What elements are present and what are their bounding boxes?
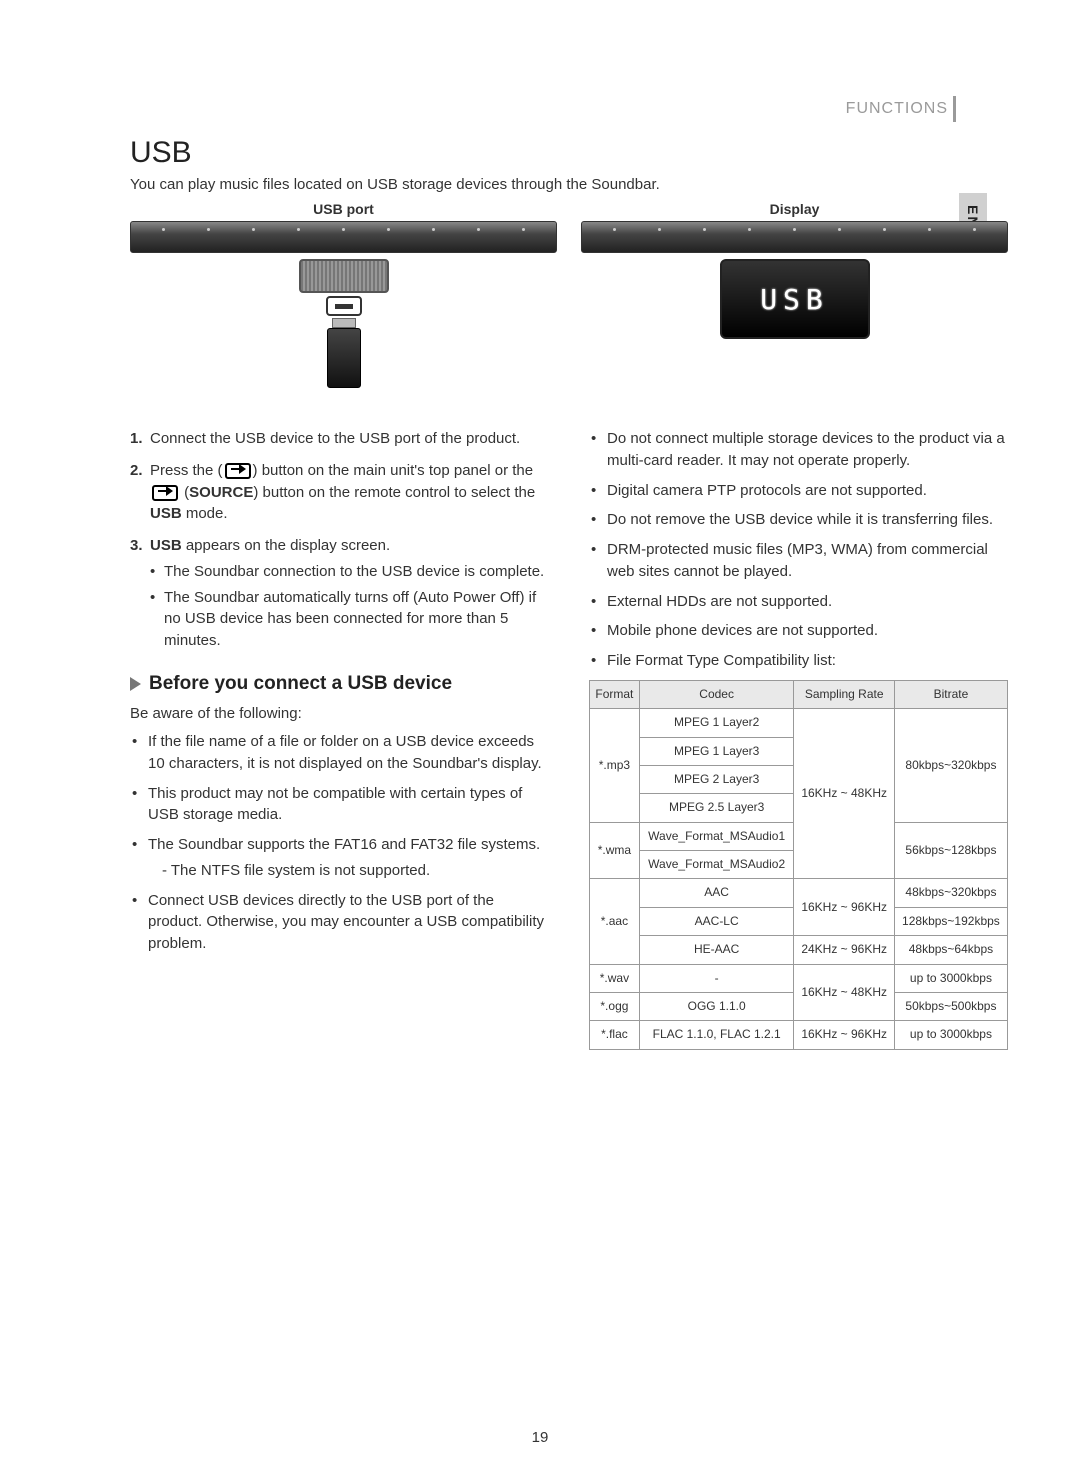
left-bullet-4: Connect USB devices directly to the USB … [130, 890, 549, 955]
table-cell-codec: - [639, 964, 794, 992]
table-cell-bitrate: 128kbps~192kbps [894, 907, 1007, 935]
step-3-text: appears on the display screen. [182, 537, 390, 554]
table-cell-format: *.wav [590, 964, 640, 992]
step-2-post: mode. [182, 505, 228, 522]
step-2: 2. Press the ( ) button on the main unit'… [130, 460, 549, 525]
table-cell-bitrate: 80kbps~320kbps [894, 709, 1007, 823]
header-divider [953, 96, 956, 122]
th-rate: Sampling Rate [794, 680, 894, 708]
table-cell-bitrate: 56kbps~128kbps [894, 822, 1007, 879]
subsection-heading-text: Before you connect a USB device [149, 670, 452, 698]
compatibility-table: Format Codec Sampling Rate Bitrate *.mp3… [589, 680, 1008, 1050]
right-bullet-3: Do not remove the USB device while it is… [589, 509, 1008, 531]
step-1-num: 1. [130, 428, 143, 450]
aware-text: Be aware of the following: [130, 703, 549, 725]
right-column: Do not connect multiple storage devices … [589, 428, 1008, 1050]
step-1: 1. Connect the USB device to the USB por… [130, 428, 549, 450]
section-header: FUNCTIONS [846, 100, 948, 118]
step-2-pre: Press the ( [150, 462, 223, 479]
left-column: 1. Connect the USB device to the USB por… [130, 428, 549, 1050]
left-bullet-1: If the file name of a file or folder on … [130, 731, 549, 775]
source-icon [225, 463, 251, 479]
intro-text: You can play music files located on USB … [130, 176, 1008, 193]
table-cell-codec: MPEG 2.5 Layer3 [639, 794, 794, 822]
table-cell-codec: FLAC 1.1.0, FLAC 1.2.1 [639, 1021, 794, 1049]
usb-stick-icon [327, 328, 361, 388]
step-2-mid2: ) button on the remote control to select… [253, 484, 535, 501]
port-vents-icon [299, 259, 389, 293]
right-bullet-2: Digital camera PTP protocols are not sup… [589, 480, 1008, 502]
table-cell-codec: Wave_Format_MSAudio2 [639, 851, 794, 879]
content-columns: 1. Connect the USB device to the USB por… [130, 428, 1008, 1050]
th-bitrate: Bitrate [894, 680, 1007, 708]
left-bullet-3-text: The Soundbar supports the FAT16 and FAT3… [148, 836, 540, 853]
step-2-num: 2. [130, 460, 143, 482]
th-codec: Codec [639, 680, 794, 708]
table-cell-rate: 16KHz ~ 96KHz [794, 1021, 894, 1049]
subsection-heading: Before you connect a USB device [130, 670, 549, 698]
usb-slot-icon [326, 296, 362, 316]
left-bullets: If the file name of a file or folder on … [130, 731, 549, 955]
right-bullet-5: External HDDs are not supported. [589, 591, 1008, 613]
table-cell-codec: OGG 1.1.0 [639, 993, 794, 1021]
table-cell-rate: 24KHz ~ 96KHz [794, 936, 894, 964]
page-title: USB [130, 136, 1008, 170]
table-cell-rate: 16KHz ~ 96KHz [794, 879, 894, 936]
display-text: USB [760, 283, 829, 316]
right-bullet-1: Do not connect multiple storage devices … [589, 428, 1008, 472]
table-cell-bitrate: 48kbps~320kbps [894, 879, 1007, 907]
table-cell-codec: AAC-LC [639, 907, 794, 935]
step-1-text: Connect the USB device to the USB port o… [150, 430, 520, 447]
table-cell-rate: 16KHz ~ 48KHz [794, 964, 894, 1021]
table-cell-codec: MPEG 1 Layer2 [639, 709, 794, 737]
table-cell-format: *.aac [590, 879, 640, 964]
th-format: Format [590, 680, 640, 708]
table-cell-codec: MPEG 2 Layer3 [639, 765, 794, 793]
table-cell-format: *.flac [590, 1021, 640, 1049]
diagram-usb-port: USB port [130, 201, 557, 388]
diagram-row: USB port Display USB [130, 201, 1008, 388]
soundbar-illustration-2 [581, 221, 1008, 253]
ntfs-note: - The NTFS file system is not supported. [148, 860, 549, 882]
compat-table-body: *.mp3MPEG 1 Layer216KHz ~ 48KHz80kbps~32… [590, 709, 1008, 1050]
table-cell-format: *.ogg [590, 993, 640, 1021]
usb-bold: USB [150, 505, 182, 522]
step-3-num: 3. [130, 535, 143, 557]
table-cell-bitrate: 50kbps~500kbps [894, 993, 1007, 1021]
diagram-display: Display USB [581, 201, 1008, 388]
step-2-mid1: ) button on the main unit's top panel or… [253, 462, 534, 479]
step-3: 3. USB appears on the display screen. Th… [130, 535, 549, 652]
table-cell-bitrate: 48kbps~64kbps [894, 936, 1007, 964]
step-3-usb: USB [150, 537, 182, 554]
display-label: Display [581, 201, 1008, 217]
usb-port-label: USB port [130, 201, 557, 217]
table-cell-rate: 16KHz ~ 48KHz [794, 709, 894, 879]
table-cell-codec: Wave_Format_MSAudio1 [639, 822, 794, 850]
source-icon-2 [152, 485, 178, 501]
open-paren: ( [180, 484, 189, 501]
step-3-sub-1: The Soundbar connection to the USB devic… [150, 561, 549, 583]
table-cell-codec: MPEG 1 Layer3 [639, 737, 794, 765]
step-3-sub-2: The Soundbar automatically turns off (Au… [150, 587, 549, 652]
usb-connector-icon [332, 318, 356, 328]
usb-port-closeup [289, 259, 399, 388]
page-number: 19 [0, 1429, 1080, 1446]
table-cell-format: *.wma [590, 822, 640, 879]
table-cell-codec: HE-AAC [639, 936, 794, 964]
right-bullets: Do not connect multiple storage devices … [589, 428, 1008, 672]
table-cell-format: *.mp3 [590, 709, 640, 823]
right-bullet-6: Mobile phone devices are not supported. [589, 620, 1008, 642]
left-bullet-3: The Soundbar supports the FAT16 and FAT3… [130, 834, 549, 882]
table-cell-codec: AAC [639, 879, 794, 907]
right-bullet-7: File Format Type Compatibility list: [589, 650, 1008, 672]
display-closeup: USB [720, 259, 870, 339]
right-bullet-4: DRM-protected music files (MP3, WMA) fro… [589, 539, 1008, 583]
soundbar-illustration [130, 221, 557, 253]
table-cell-bitrate: up to 3000kbps [894, 1021, 1007, 1049]
instruction-steps: 1. Connect the USB device to the USB por… [130, 428, 549, 652]
table-cell-bitrate: up to 3000kbps [894, 964, 1007, 992]
left-bullet-2: This product may not be compatible with … [130, 783, 549, 827]
source-bold: SOURCE [189, 484, 253, 501]
